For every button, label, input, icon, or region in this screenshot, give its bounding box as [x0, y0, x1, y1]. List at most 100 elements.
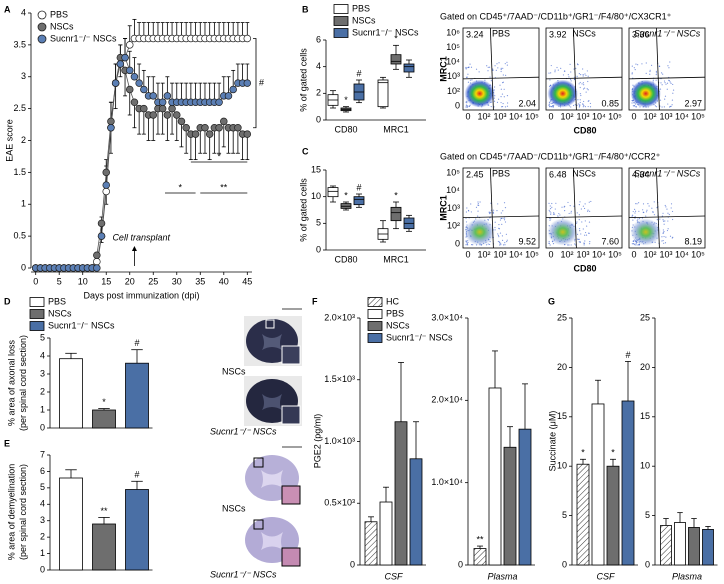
flow-event — [635, 63, 637, 65]
flow-event — [579, 103, 581, 105]
flow-event — [653, 214, 656, 216]
flow-event — [664, 98, 666, 100]
y-tick-label: 1.5×10³ — [324, 374, 355, 384]
annotation: Cell transplant — [112, 232, 170, 242]
panel-letter: B — [302, 4, 309, 14]
data-point — [102, 187, 110, 196]
quadrant-value: 0.85 — [601, 98, 619, 108]
flow-event — [502, 67, 504, 69]
quadrant-value: 7.60 — [601, 236, 619, 246]
flow-event — [585, 234, 588, 236]
flow-event — [635, 243, 637, 245]
data-point — [107, 123, 115, 132]
y-tick-label: 5 — [645, 510, 650, 520]
data-point — [205, 130, 214, 138]
flow-event — [665, 206, 667, 208]
flow-event — [636, 244, 638, 246]
flow-event — [671, 218, 674, 221]
flow-event — [662, 239, 664, 242]
y-tick-label: 1.0×10³ — [324, 436, 355, 446]
y-tick-label: 10 — [557, 461, 567, 471]
box — [377, 79, 389, 108]
data-point — [102, 168, 110, 177]
flow-event — [582, 82, 584, 84]
flow-event — [631, 243, 633, 245]
flow-event — [506, 105, 509, 107]
flow-event — [552, 243, 555, 245]
flow-event — [506, 95, 509, 97]
flow-event — [467, 73, 469, 75]
sample-label: NSCs — [572, 28, 596, 38]
x-tick-label: 10³ — [493, 249, 506, 259]
gate-line — [572, 27, 577, 111]
legend-marker — [37, 34, 47, 44]
flow-event — [468, 105, 471, 107]
flow-event — [631, 65, 633, 67]
flow-event — [583, 87, 586, 89]
annotation: * — [581, 448, 585, 458]
y-axis-label: (per spinal cord section) — [18, 464, 28, 560]
flow-event — [662, 212, 664, 214]
legend-swatch — [29, 321, 45, 331]
flow-event — [488, 66, 491, 68]
flow-event — [564, 209, 566, 212]
flow-event — [659, 218, 661, 220]
flow-event — [573, 68, 575, 70]
flow-event — [573, 205, 575, 207]
flow-event — [552, 106, 554, 108]
flow-event — [556, 66, 558, 69]
bar — [702, 529, 714, 566]
flow-event — [663, 106, 665, 108]
flow-event — [577, 103, 579, 105]
y-tick-label: 2 — [40, 386, 45, 396]
y-tick-label: 15 — [557, 411, 567, 421]
flow-event — [659, 99, 662, 101]
bar — [92, 523, 116, 571]
flow-event — [500, 212, 502, 214]
data-point — [168, 104, 176, 113]
y-axis-label: EAE score — [4, 119, 14, 162]
box — [390, 206, 402, 222]
flow-event — [567, 74, 569, 76]
flow-event — [497, 203, 499, 205]
flow-event — [549, 211, 551, 213]
flow-event — [506, 240, 508, 243]
flow-event — [579, 81, 581, 84]
flow-event — [504, 221, 507, 223]
flow-event — [633, 104, 636, 107]
x-tick-label: 0 — [548, 249, 553, 259]
data-point — [93, 257, 101, 266]
y-axis-label: Succinate (μM) — [547, 411, 557, 472]
flow-event — [578, 83, 580, 85]
y-tick-label: 15 — [311, 164, 321, 174]
flow-event — [494, 226, 496, 229]
legend-swatch — [367, 297, 383, 307]
data-point — [135, 79, 143, 87]
flow-event — [577, 99, 579, 101]
x-tick-label: CD80 — [334, 254, 357, 264]
flow-event — [504, 106, 507, 108]
flow-event — [663, 231, 665, 233]
legend-swatch — [29, 309, 45, 319]
data-point — [102, 181, 110, 189]
x-tick-label: 10⁵ — [525, 111, 539, 121]
flow-event — [465, 106, 467, 108]
flow-event — [664, 204, 666, 207]
y-tick-label: 0 — [21, 262, 26, 272]
data-point — [93, 264, 101, 272]
data-point — [107, 117, 115, 126]
sample-label: PBS — [492, 168, 510, 178]
flow-event — [469, 104, 471, 106]
flow-event — [585, 91, 587, 93]
flow-event — [578, 219, 580, 221]
y-tick-label: 20 — [557, 362, 567, 372]
flow-event — [494, 221, 496, 223]
flow-event — [568, 212, 570, 215]
y-tick-label: 2.0×10³ — [324, 312, 355, 322]
flow-event — [587, 75, 589, 77]
flow-event — [466, 207, 468, 209]
flow-event — [500, 68, 502, 71]
flow-event — [470, 211, 472, 213]
flow-event — [668, 213, 670, 216]
flow-event — [493, 86, 496, 88]
